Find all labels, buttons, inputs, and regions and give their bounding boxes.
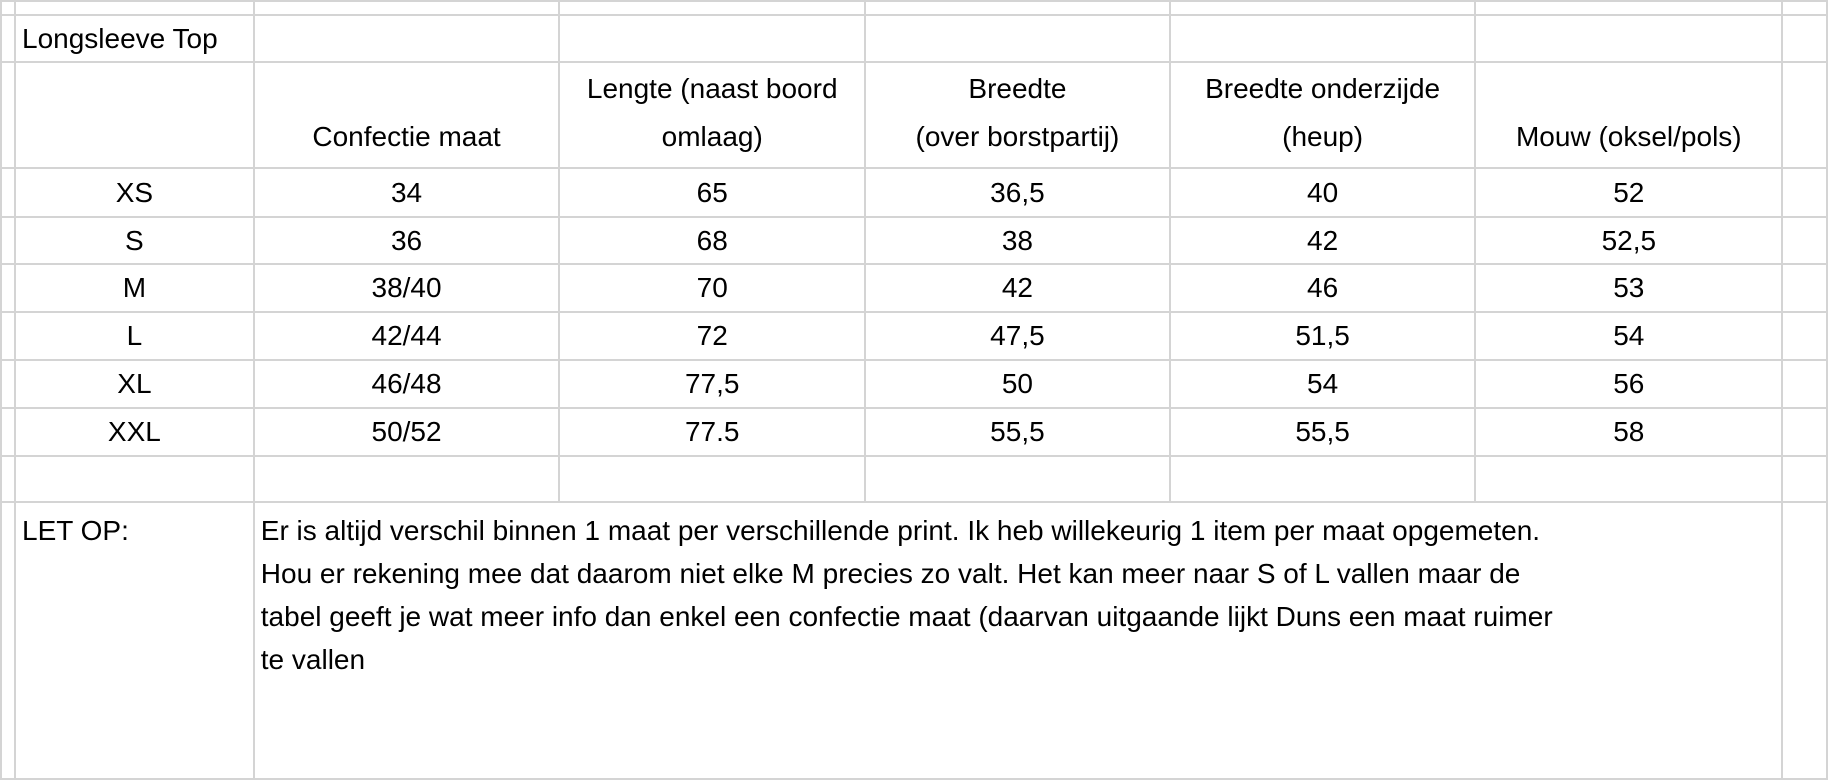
cell[interactable] [252,14,561,63]
table-cell[interactable]: 56 [1474,359,1784,409]
column-header[interactable]: Lengte (naast boord omlaag) [558,61,867,169]
table-cell[interactable]: 36 [252,216,561,265]
table-cell[interactable]: 54 [1168,359,1477,409]
cell[interactable] [1781,0,1828,16]
table-cell[interactable]: 40 [1168,167,1477,218]
column-header[interactable]: Mouw (oksel/pols) [1474,61,1784,169]
table-cell[interactable]: 53 [1474,263,1784,313]
cell[interactable] [1474,14,1784,63]
cell[interactable] [1781,359,1828,409]
cell[interactable] [252,455,561,503]
header-line: omlaag) [661,121,763,152]
cell[interactable] [0,263,16,313]
cell[interactable] [558,14,867,63]
table-cell[interactable]: 77.5 [558,407,867,457]
table-cell[interactable]: 46 [1168,263,1477,313]
cell[interactable] [864,0,1171,16]
table-cell[interactable]: 34 [252,167,561,218]
table-cell[interactable]: 77,5 [558,359,867,409]
title-cell[interactable]: Longsleeve Top [14,14,255,63]
size-label[interactable]: L [14,311,255,361]
cell[interactable] [1781,216,1828,265]
table-cell[interactable]: 55,5 [1168,407,1477,457]
size-label[interactable]: XXL [14,407,255,457]
table-cell[interactable]: 38 [864,216,1171,265]
cell[interactable] [1168,14,1477,63]
table-cell[interactable]: 47,5 [864,311,1171,361]
cell[interactable] [1781,263,1828,313]
table-cell[interactable]: 50 [864,359,1171,409]
cell[interactable] [14,61,255,169]
cell[interactable] [0,167,16,218]
cell[interactable] [1781,14,1828,63]
header-line: (heup) [1282,121,1364,152]
cell[interactable] [1781,61,1828,169]
header-line: (over borstpartij) [915,121,1120,152]
column-header[interactable]: Breedte onderzijde (heup) [1168,61,1477,169]
table-cell[interactable]: 42 [1168,216,1477,265]
table-cell[interactable]: 68 [558,216,867,265]
size-label[interactable]: XS [14,167,255,218]
cell[interactable] [0,216,16,265]
note-line: te vallen [260,644,366,675]
table-cell[interactable]: 72 [558,311,867,361]
table-cell[interactable]: 70 [558,263,867,313]
header-line: Breedte [968,73,1067,104]
note-label[interactable]: LET OP: [14,501,255,780]
note-line: Er is altijd verschil binnen 1 maat per … [260,515,1541,546]
table-cell[interactable]: 55,5 [864,407,1171,457]
cell[interactable] [0,501,16,780]
note-text[interactable]: Er is altijd verschil binnen 1 maat per … [252,501,1784,780]
column-header[interactable]: Confectie maat [252,61,561,169]
table-cell[interactable]: 38/40 [252,263,561,313]
cell[interactable] [864,455,1171,503]
cell[interactable] [1781,311,1828,361]
cell[interactable] [1474,455,1784,503]
cell[interactable] [1781,167,1828,218]
cell[interactable] [1168,0,1477,16]
cell[interactable] [0,14,16,63]
table-cell[interactable]: 52,5 [1474,216,1784,265]
note-line: Hou er rekening mee dat daarom niet elke… [260,558,1521,589]
cell[interactable] [14,0,255,16]
note-line: tabel geeft je wat meer info dan enkel e… [260,601,1553,632]
cell[interactable] [0,61,16,169]
cell[interactable] [0,455,16,503]
table-cell[interactable]: 58 [1474,407,1784,457]
header-line: Breedte onderzijde [1205,73,1441,104]
cell[interactable] [0,0,16,16]
cell[interactable] [0,407,16,457]
table-cell[interactable]: 51,5 [1168,311,1477,361]
table-cell[interactable]: 52 [1474,167,1784,218]
table-cell[interactable]: 54 [1474,311,1784,361]
cell[interactable] [558,455,867,503]
table-cell[interactable]: 42 [864,263,1171,313]
size-label[interactable]: M [14,263,255,313]
table-cell[interactable]: 50/52 [252,407,561,457]
size-label[interactable]: XL [14,359,255,409]
column-header[interactable]: Breedte (over borstpartij) [864,61,1171,169]
cell[interactable] [1781,455,1828,503]
cell[interactable] [14,455,255,503]
table-cell[interactable]: 46/48 [252,359,561,409]
table-cell[interactable]: 42/44 [252,311,561,361]
table-cell[interactable]: 65 [558,167,867,218]
header-line: Mouw (oksel/pols) [1515,121,1742,152]
header-line: Lengte (naast boord [586,73,838,104]
header-line: Confectie maat [312,121,501,152]
table-cell[interactable]: 36,5 [864,167,1171,218]
cell[interactable] [1474,0,1784,16]
cell[interactable] [0,359,16,409]
cell[interactable] [252,0,561,16]
size-label[interactable]: S [14,216,255,265]
cell[interactable] [1781,501,1828,780]
cell[interactable] [1781,407,1828,457]
cell[interactable] [1168,455,1477,503]
cell[interactable] [864,14,1171,63]
cell[interactable] [558,0,867,16]
cell[interactable] [0,311,16,361]
